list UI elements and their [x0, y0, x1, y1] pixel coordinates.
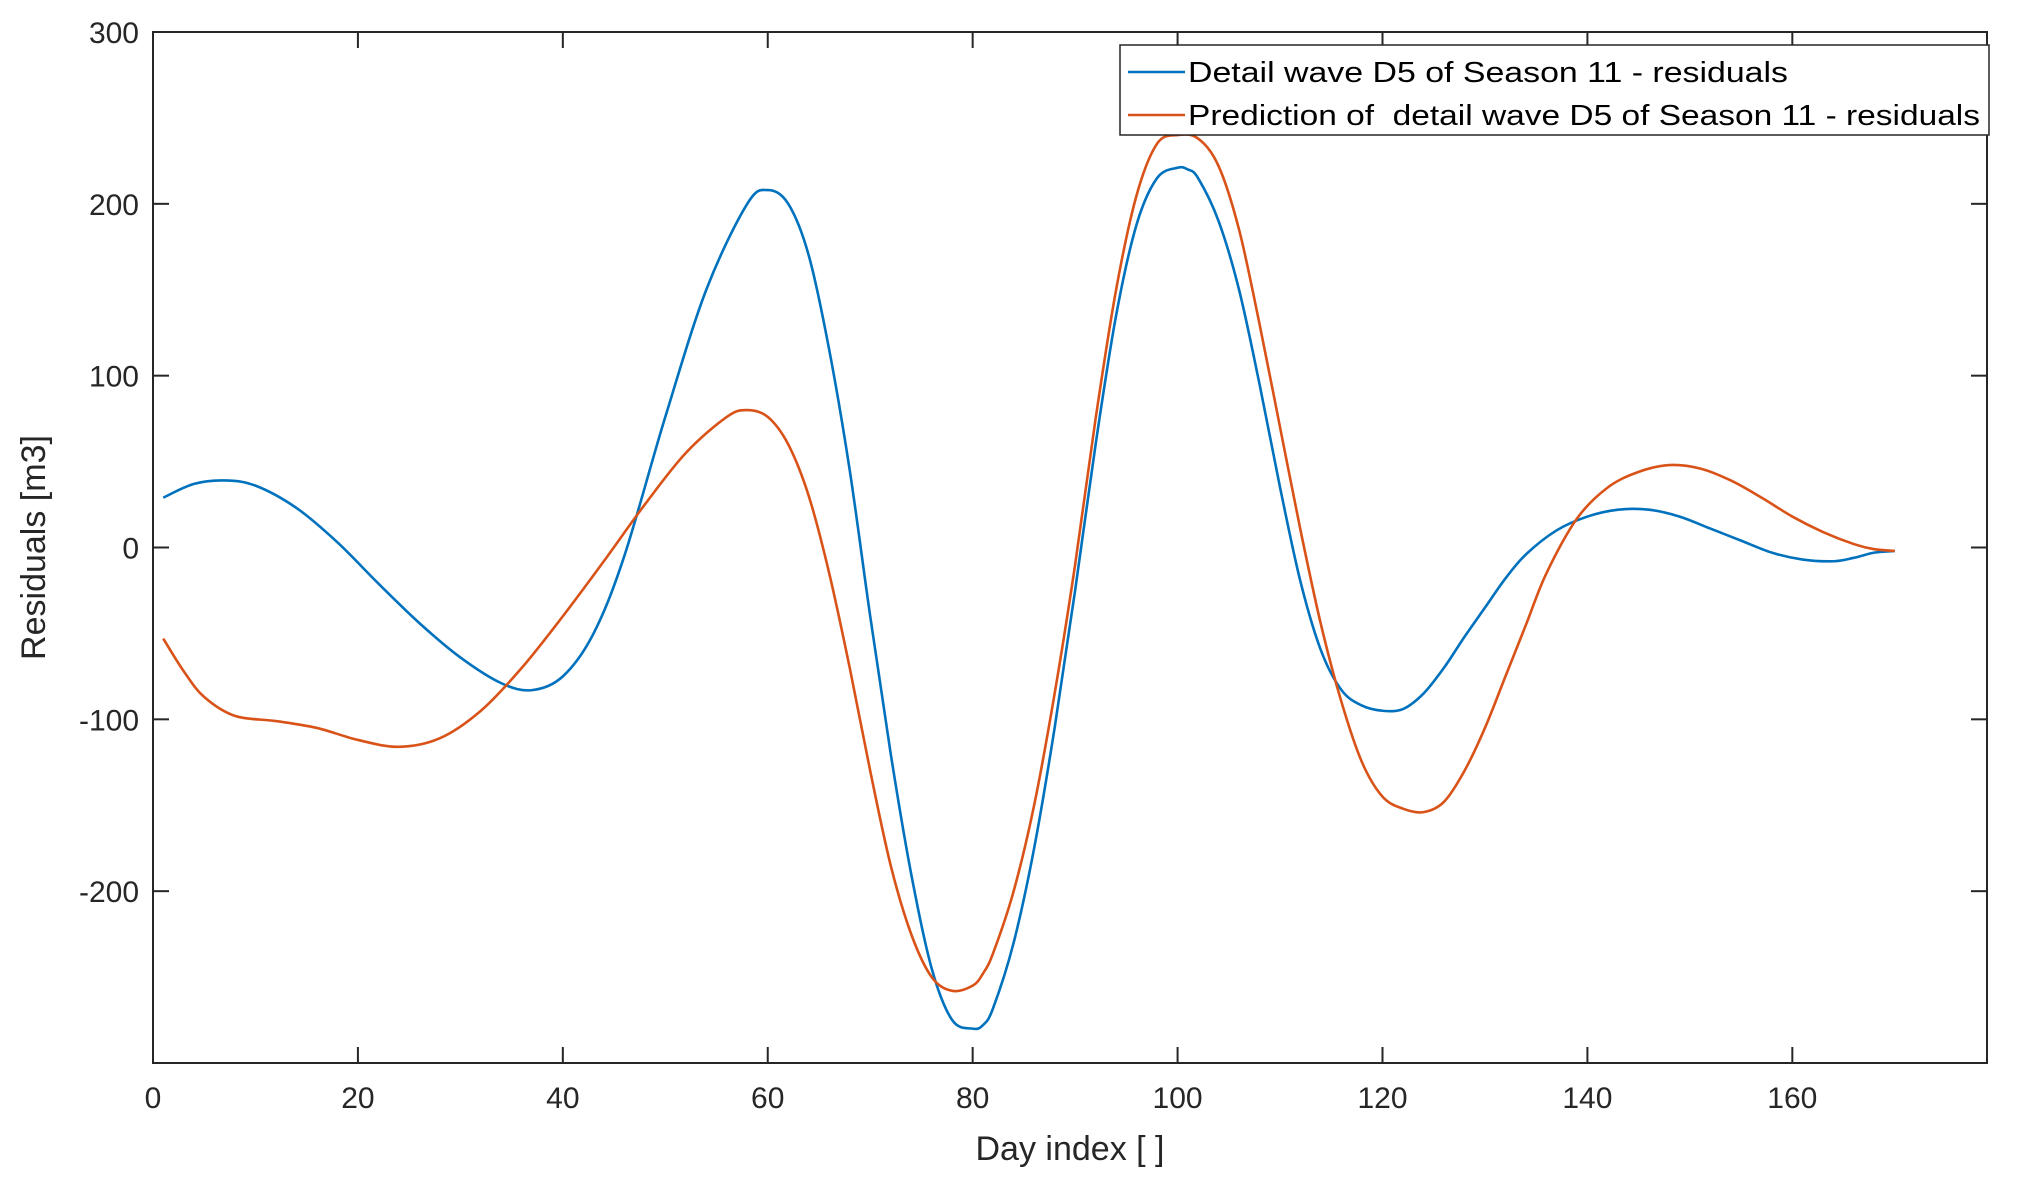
x-tick-label: 160: [1767, 1082, 1817, 1115]
x-tick-label: 80: [956, 1082, 989, 1115]
y-tick-label: -200: [79, 876, 139, 909]
x-tick-label: 20: [341, 1082, 374, 1115]
series-lines: [162, 133, 1895, 1031]
x-axis-title: Day index [ ]: [976, 1130, 1165, 1168]
x-axis-ticks: 0 20 40 60 80 100 120 140 160: [145, 32, 1817, 1115]
y-tick-label: 0: [122, 533, 139, 566]
legend-label-detail-wave: Detail wave D5 of Season 11 - residuals: [1188, 57, 1788, 89]
legend-box: [1119, 44, 1990, 136]
y-tick-label: -100: [79, 704, 139, 737]
x-tick-label: 140: [1562, 1082, 1612, 1115]
y-axis-ticks: -200 -100 0 100 200 300: [79, 17, 1987, 909]
x-tick-label: 60: [751, 1082, 784, 1115]
axes-box: [152, 31, 1988, 1064]
legend: Detail wave D5 of Season 11 - residuals …: [1119, 44, 1990, 136]
legend-label-prediction: Prediction of detail wave D5 of Season 1…: [1188, 100, 1980, 132]
series-line-0: [162, 165, 1895, 1031]
x-tick-label: 120: [1357, 1082, 1407, 1115]
y-tick-label: 200: [89, 189, 139, 222]
y-axis-title: Residuals [m3]: [15, 435, 53, 660]
x-tick-label: 100: [1153, 1082, 1203, 1115]
x-tick-label: 0: [145, 1082, 162, 1115]
y-tick-label: 300: [89, 17, 139, 50]
y-tick-label: 100: [89, 361, 139, 394]
x-tick-label: 40: [546, 1082, 579, 1115]
series-line-1: [162, 133, 1895, 993]
